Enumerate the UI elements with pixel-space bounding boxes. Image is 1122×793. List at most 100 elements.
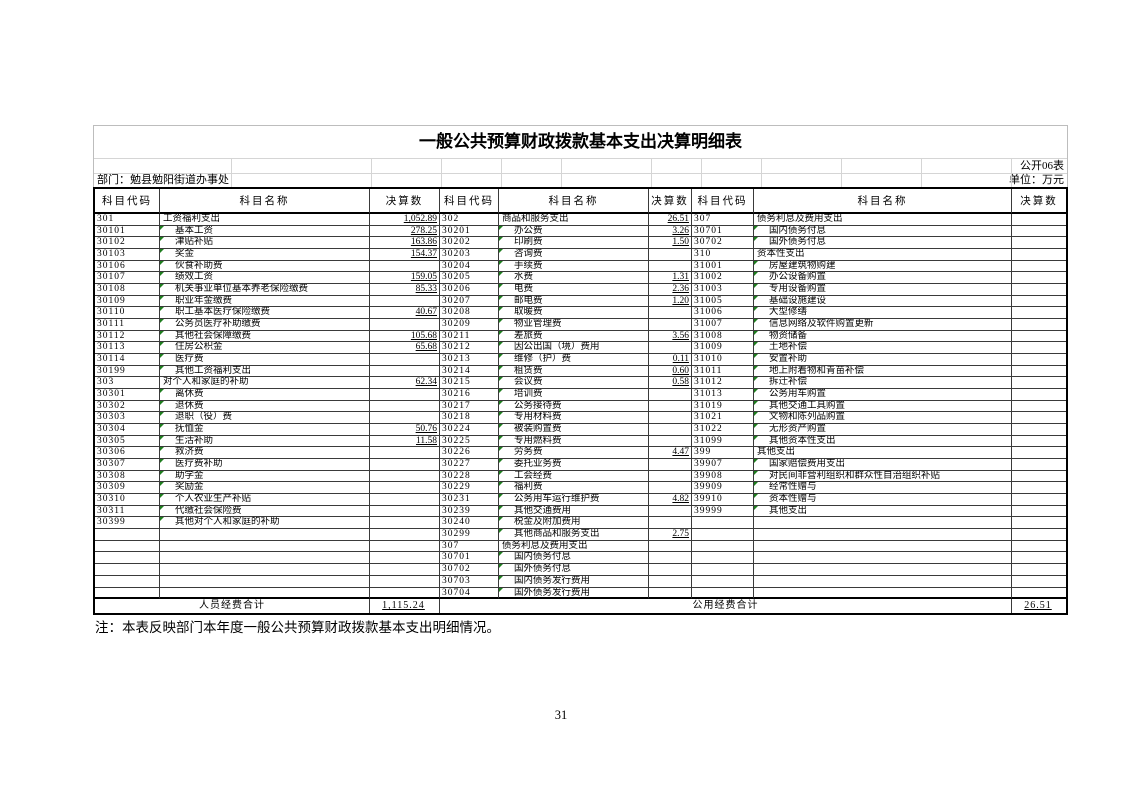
subject-name-cell: 国外债务发行费用: [499, 587, 649, 600]
comment-triangle-icon: [754, 365, 758, 370]
subject-code-cell: 30215: [440, 377, 499, 390]
subject-code-cell: 31009: [692, 342, 754, 355]
subject-code-cell: 30224: [440, 424, 499, 436]
value-cell: [1012, 412, 1066, 425]
value-cell: [1012, 447, 1066, 460]
column-header: 科目代码: [95, 189, 160, 214]
subject-code-cell: 30217: [440, 400, 499, 413]
comment-triangle-icon: [160, 459, 164, 464]
subject-name-cell: 绩效工资: [160, 272, 370, 285]
subject-code-cell: 30207: [440, 295, 499, 308]
value-text: 0.58: [672, 377, 689, 388]
subject-name-cell: 差旅费: [499, 330, 649, 343]
subject-code-cell: 30107: [95, 272, 160, 285]
value-cell: 85.33: [370, 284, 440, 296]
value-text: 278.25: [410, 225, 437, 236]
subject-name-cell: 助学金: [160, 470, 370, 483]
subject-name-cell: 商品和服务支出: [499, 214, 649, 226]
subject-code-cell: 307: [440, 540, 499, 553]
value-cell: 11.58: [370, 435, 440, 448]
subject-code-cell: 30240: [440, 517, 499, 530]
value-cell: [370, 575, 440, 588]
value-cell: [649, 552, 692, 565]
value-cell: [370, 319, 440, 331]
value-cell: [649, 400, 692, 413]
subject-code-cell: 302: [440, 214, 499, 226]
subject-name-cell: 地上附着物和青苗补偿: [754, 365, 1012, 378]
subject-name-cell: 因公出国（境）费用: [499, 342, 649, 355]
comment-triangle-icon: [499, 272, 503, 277]
comment-triangle-icon: [754, 307, 758, 312]
column-header: 决算数: [649, 189, 692, 214]
value-cell: [370, 482, 440, 495]
value-text: 4.82: [672, 494, 689, 505]
value-text: 1,052.89: [403, 214, 437, 224]
subject-name-cell: 电费: [499, 284, 649, 296]
subject-code-cell: 31006: [692, 307, 754, 320]
value-cell: [1012, 237, 1066, 250]
subject-code-cell: 30211: [440, 330, 499, 343]
comment-triangle-icon: [160, 284, 164, 289]
subject-code-cell: 30703: [440, 575, 499, 588]
column-header: 科目名称: [499, 189, 649, 214]
subject-code-cell: 39999: [692, 505, 754, 518]
subject-name-cell: [160, 575, 370, 588]
subject-code-cell: 30101: [95, 225, 160, 238]
value-cell: [1012, 541, 1066, 553]
comment-triangle-icon: [499, 482, 503, 487]
value-cell: 1,052.89: [370, 214, 440, 226]
column-header: 科目代码: [440, 189, 499, 214]
value-text: 159.05: [410, 272, 437, 283]
subject-name-cell: 其他对个人和家庭的补助: [160, 517, 370, 530]
subject-code-cell: 39907: [692, 459, 754, 471]
value-cell: [370, 400, 440, 413]
subject-name-cell: 其他支出: [754, 447, 1012, 460]
subject-code-cell: 30302: [95, 400, 160, 413]
subject-code-cell: 30399: [95, 517, 160, 530]
value-cell: 4.47: [649, 447, 692, 460]
comment-triangle-icon: [160, 517, 164, 522]
table-tag-row: 公开06表: [94, 159, 1067, 174]
value-text: 26.51: [1024, 600, 1052, 612]
subject-code-cell: 30304: [95, 424, 160, 436]
subject-code-cell: 30702: [440, 564, 499, 576]
subject-name-cell: 公务接待费: [499, 400, 649, 413]
subject-name-cell: 会议费: [499, 377, 649, 390]
comment-triangle-icon: [160, 260, 164, 265]
column-header: 决算数: [1012, 189, 1066, 214]
comment-triangle-icon: [499, 575, 503, 580]
value-cell: 1.50: [649, 237, 692, 250]
subject-name-cell: 医疗费补助: [160, 459, 370, 471]
subject-code-cell: 30216: [440, 389, 499, 401]
comment-triangle-icon: [160, 237, 164, 242]
subject-code-cell: 30106: [95, 260, 160, 273]
comment-triangle-icon: [499, 260, 503, 265]
subject-code-cell: 30203: [440, 249, 499, 261]
subject-name-cell: 印刷费: [499, 237, 649, 250]
subject-code-cell: 30303: [95, 412, 160, 425]
subject-name-cell: 奖励金: [160, 482, 370, 495]
subject-name-cell: [754, 529, 1012, 541]
value-cell: [370, 517, 440, 530]
gridline: [561, 159, 562, 173]
value-cell: [370, 470, 440, 483]
value-cell: [1012, 331, 1066, 343]
subject-code-cell: [95, 587, 160, 600]
comment-triangle-icon: [754, 237, 758, 242]
subject-name-cell: 维修（护）费: [499, 354, 649, 366]
value-cell: 0.11: [649, 354, 692, 366]
subject-code-cell: 31013: [692, 389, 754, 401]
comment-triangle-icon: [499, 564, 503, 569]
comment-triangle-icon: [499, 319, 503, 324]
value-cell: [370, 354, 440, 366]
value-cell: [1012, 226, 1066, 238]
subject-name-cell: 国内债务发行费用: [499, 575, 649, 588]
subject-code-cell: 30225: [440, 435, 499, 448]
value-cell: [649, 319, 692, 331]
subject-name-cell: 住房公积金: [160, 342, 370, 355]
subject-name-cell: 公务员医疗补助缴费: [160, 319, 370, 331]
gridline: [761, 174, 762, 187]
value-cell: [1012, 436, 1066, 448]
column-header: 科目代码: [692, 189, 754, 214]
subject-name-cell: 国家赔偿费用支出: [754, 459, 1012, 471]
